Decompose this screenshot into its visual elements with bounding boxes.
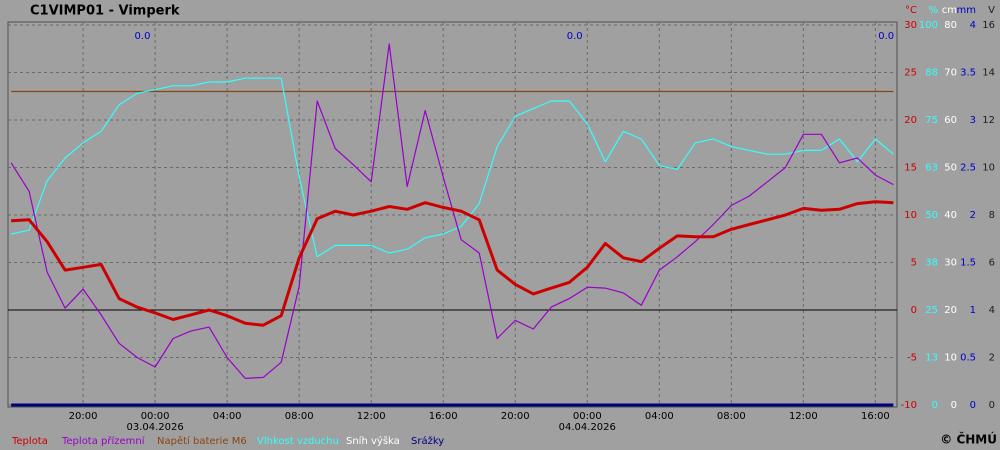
- y-tick-label: 14: [982, 68, 995, 79]
- date-label: 03.04.2026: [126, 422, 183, 433]
- y-tick-label: 0: [970, 400, 976, 411]
- y-tick-label: -10: [901, 400, 917, 411]
- y-tick-label: 50: [944, 163, 957, 174]
- y-tick-label: 0: [989, 400, 995, 411]
- y-tick-label: 0.5: [960, 353, 976, 364]
- y-tick-label: 50: [925, 210, 938, 221]
- y-tick-label: 70: [944, 68, 957, 79]
- legend-entry: Vlhkost vzduchu: [257, 436, 339, 447]
- y-tick-label: 40: [944, 210, 957, 221]
- y-tick-label: 100: [919, 20, 938, 31]
- annotation: 0.0: [567, 31, 583, 42]
- y-tick-label: 25: [904, 68, 917, 79]
- y-tick-label: 10: [904, 210, 917, 221]
- y-tick-label: 2.5: [960, 163, 976, 174]
- y-tick-label: 1: [970, 305, 976, 316]
- axis-unit: cm: [942, 5, 957, 16]
- y-tick-label: 3: [970, 115, 976, 126]
- y-tick-label: 2: [970, 210, 976, 221]
- y-tick-label: 6: [989, 258, 995, 269]
- y-tick-label: 0: [932, 400, 938, 411]
- y-tick-label: 5: [911, 258, 917, 269]
- legend-entry: Teplota: [11, 436, 48, 447]
- y-tick-label: 63: [925, 163, 938, 174]
- axis-unit: mm: [957, 5, 976, 16]
- axis-unit: %: [928, 5, 938, 16]
- axis-unit: °C: [905, 5, 917, 16]
- y-tick-label: 8: [989, 210, 995, 221]
- legend-entry: Sníh výška: [346, 435, 400, 447]
- y-tick-label: 25: [925, 305, 938, 316]
- legend-entry: Napětí baterie M6: [157, 435, 247, 447]
- x-tick-label: 20:00: [501, 411, 530, 422]
- y-tick-label: 15: [904, 163, 917, 174]
- credit: © ČHMÚ: [940, 432, 997, 447]
- y-tick-label: 10: [944, 353, 957, 364]
- annotation: 0.0: [878, 31, 894, 42]
- y-tick-label: 20: [944, 305, 957, 316]
- x-tick-label: 08:00: [717, 411, 746, 422]
- x-tick-label: 12:00: [357, 411, 386, 422]
- axis-unit: V: [988, 5, 995, 16]
- y-tick-label: 30: [904, 20, 917, 31]
- x-tick-label: 16:00: [861, 411, 890, 422]
- y-tick-label: 0: [951, 400, 957, 411]
- y-tick-label: 0: [911, 305, 917, 316]
- x-tick-label: 00:00: [141, 411, 170, 422]
- series-line: [10, 77, 894, 258]
- y-tick-label: 38: [925, 258, 938, 269]
- y-tick-label: 3.5: [960, 68, 976, 79]
- legend-entry: Teplota přízemní: [61, 435, 146, 447]
- x-tick-label: 04:00: [213, 411, 242, 422]
- y-tick-label: 12: [982, 115, 995, 126]
- annotation: 0.0: [135, 31, 151, 42]
- x-tick-label: 08:00: [285, 411, 314, 422]
- x-tick-label: 16:00: [429, 411, 458, 422]
- y-tick-label: 10: [982, 163, 995, 174]
- x-tick-label: 04:00: [645, 411, 674, 422]
- y-tick-label: 4: [970, 20, 976, 31]
- y-tick-label: 20: [904, 115, 917, 126]
- y-tick-label: -5: [907, 353, 917, 364]
- y-tick-label: 60: [944, 115, 957, 126]
- y-tick-label: 1.5: [960, 258, 976, 269]
- y-tick-label: 16: [982, 20, 995, 31]
- date-label: 04.04.2026: [559, 422, 616, 433]
- x-tick-label: 12:00: [789, 411, 818, 422]
- y-tick-label: 13: [925, 353, 938, 364]
- chart-title: C1VIMP01 - Vimperk: [30, 4, 180, 19]
- y-tick-label: 30: [944, 258, 957, 269]
- y-tick-label: 80: [944, 20, 957, 31]
- y-tick-label: 2: [989, 353, 995, 364]
- y-tick-label: 88: [925, 68, 938, 79]
- series-line: [11, 200, 894, 327]
- y-tick-label: 75: [925, 115, 938, 126]
- y-tick-label: 4: [989, 305, 995, 316]
- x-tick-label: 00:00: [573, 411, 602, 422]
- legend-entry: Srážky: [411, 435, 444, 447]
- x-tick-label: 20:00: [69, 411, 98, 422]
